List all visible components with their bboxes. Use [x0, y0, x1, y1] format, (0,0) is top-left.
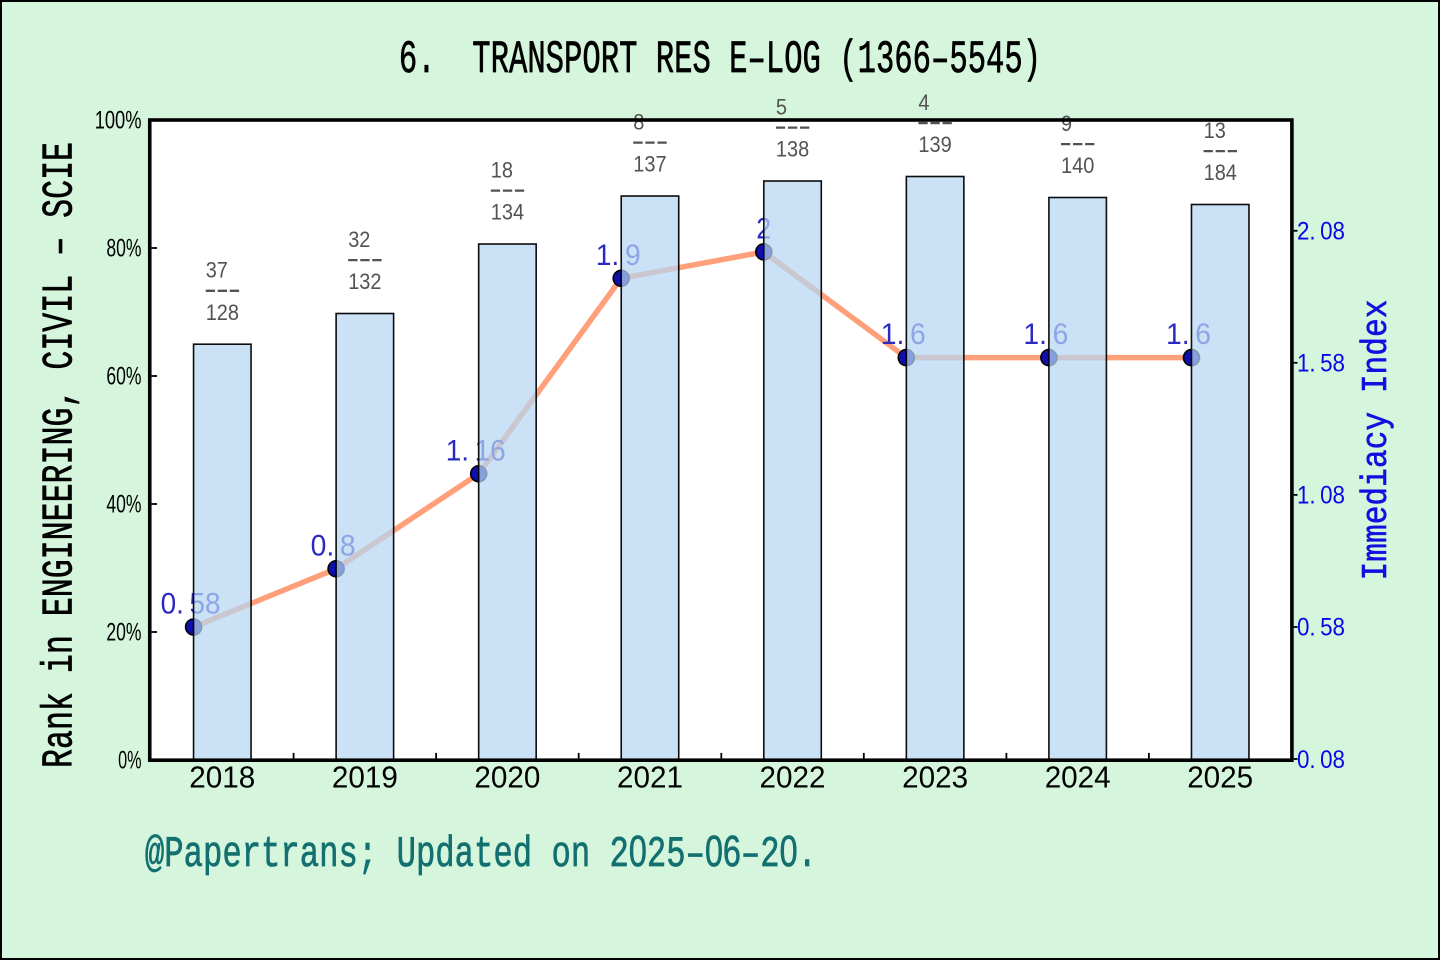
svg-text:32: 32 — [348, 227, 370, 252]
svg-text:13: 13 — [1204, 118, 1226, 143]
svg-text:Immediacy Index: Immediacy Index — [1356, 300, 1397, 581]
svg-text:2024: 2024 — [1045, 761, 1111, 795]
svg-text:184: 184 — [1204, 160, 1237, 185]
svg-text:9: 9 — [1061, 111, 1072, 136]
svg-text:0. 58: 0. 58 — [1297, 614, 1345, 642]
svg-text:1. 08: 1. 08 — [1297, 482, 1345, 510]
svg-text:100%: 100% — [95, 107, 142, 135]
svg-text:132: 132 — [348, 269, 381, 294]
svg-text:2023: 2023 — [902, 761, 968, 795]
svg-text:2020: 2020 — [474, 761, 540, 795]
svg-text:6. TRANSPORT RES E–LOG (1366–: 6. TRANSPORT RES E–LOG (1366–5545) — [399, 34, 1041, 86]
svg-text:40%: 40% — [106, 491, 141, 519]
svg-text:5: 5 — [776, 95, 787, 120]
svg-text:60%: 60% — [106, 363, 141, 391]
svg-text:2025: 2025 — [1187, 761, 1253, 795]
svg-text:139: 139 — [918, 132, 951, 157]
svg-text:@Papertrans; Updated on 2025–0: @Papertrans; Updated on 2025–06–20. — [145, 827, 817, 880]
svg-text:137: 137 — [633, 152, 666, 177]
svg-text:0. 08: 0. 08 — [1297, 746, 1345, 774]
svg-text:Rank in ENGINEERING, CIVIL – S: Rank in ENGINEERING, CIVIL – SCIE — [35, 142, 85, 768]
svg-text:2019: 2019 — [332, 761, 398, 795]
svg-text:80%: 80% — [106, 235, 141, 263]
svg-text:1. 58: 1. 58 — [1297, 350, 1345, 378]
svg-text:20%: 20% — [106, 619, 141, 647]
svg-text:2. 08: 2. 08 — [1297, 218, 1345, 246]
svg-text:4: 4 — [918, 90, 929, 115]
svg-text:8: 8 — [633, 110, 644, 135]
svg-text:2022: 2022 — [760, 761, 826, 795]
svg-text:128: 128 — [206, 300, 239, 325]
svg-text:134: 134 — [491, 200, 524, 225]
svg-text:18: 18 — [491, 158, 513, 183]
svg-text:138: 138 — [776, 137, 809, 162]
svg-text:140: 140 — [1061, 153, 1094, 178]
svg-text:2018: 2018 — [189, 761, 255, 795]
svg-text:37: 37 — [206, 258, 228, 283]
svg-text:2021: 2021 — [617, 761, 683, 795]
svg-text:0%: 0% — [118, 747, 141, 775]
